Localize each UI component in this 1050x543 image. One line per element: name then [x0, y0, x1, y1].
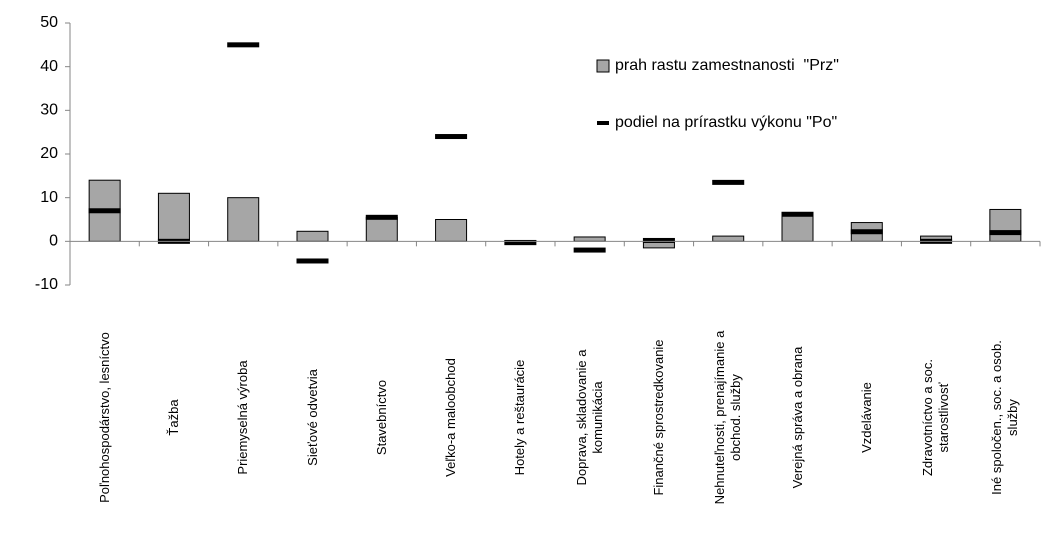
marker [642, 237, 675, 243]
x-tick-label: Vzdelávanie [858, 382, 874, 453]
x-tick-label: Doprava, skladovanie a komunikácia [573, 349, 605, 486]
x-tick-label: Priemyselná výroba [235, 360, 251, 475]
bar [781, 212, 814, 242]
x-tick-label: Nehnuteľnosti, prenajímanie a obchod. sl… [712, 330, 744, 505]
x-tick-label: Finančné sprostredkovanie [650, 339, 666, 496]
y-tick-label: 30 [40, 102, 58, 119]
x-tick-label: Iné spoločen., soc. a osob. služby [989, 340, 1021, 495]
legend-swatch [597, 121, 609, 125]
y-tick-label: 50 [40, 14, 58, 31]
bar [296, 230, 329, 242]
x-tick-label: Zdravotníctvo a soc. starostlivosť [920, 358, 952, 477]
marker [989, 230, 1022, 236]
y-tick-label: 40 [40, 58, 58, 75]
x-tick-label: Sieťové odvetvia [304, 369, 320, 466]
x-tick-label: Verejná správa a obrana [789, 346, 805, 489]
marker [712, 179, 745, 185]
x-tick-label: Poľnohospodárstvo, lesníctvo [96, 332, 112, 503]
marker [850, 229, 883, 235]
bar [989, 208, 1022, 242]
legend-label: prah rastu zamestnanosti "Prz" [615, 57, 839, 74]
bar [573, 236, 606, 242]
marker [573, 247, 606, 253]
bar [712, 235, 745, 242]
bar [157, 192, 190, 242]
marker [435, 134, 468, 140]
x-tick-label: Stavebníctvo [373, 379, 389, 456]
marker [88, 208, 121, 214]
marker [504, 240, 537, 246]
x-tick-label: Hotely a reštaurácie [512, 359, 528, 476]
legend-label: podiel na prírastku výkonu "Po" [615, 114, 837, 131]
marker [296, 258, 329, 264]
marker [365, 214, 398, 220]
y-tick-label: 20 [40, 145, 58, 162]
bar [365, 216, 398, 242]
bar [227, 197, 260, 242]
x-tick-label: Ťažba [165, 399, 181, 436]
marker [781, 211, 814, 217]
y-tick-label: 0 [49, 233, 58, 250]
legend-swatch [596, 59, 610, 73]
marker [227, 42, 260, 48]
x-tick-label: Veľko-a maloobchod [443, 358, 459, 477]
y-tick-label: 10 [40, 189, 58, 206]
y-tick-label: -10 [35, 276, 58, 293]
bar [435, 219, 468, 242]
